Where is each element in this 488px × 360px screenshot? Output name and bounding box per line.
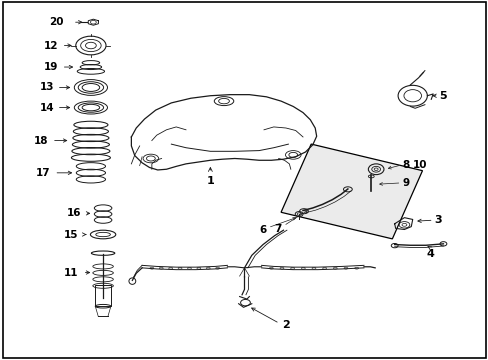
Text: 8: 8 xyxy=(402,160,409,170)
Text: 19: 19 xyxy=(44,62,58,72)
Text: 11: 11 xyxy=(64,267,79,278)
Text: 9: 9 xyxy=(402,178,409,188)
Text: 14: 14 xyxy=(40,103,54,113)
Text: 7: 7 xyxy=(273,224,281,234)
Text: 13: 13 xyxy=(40,82,54,93)
Text: 6: 6 xyxy=(258,225,265,235)
Text: 10: 10 xyxy=(412,160,427,170)
Text: 5: 5 xyxy=(439,91,446,102)
Text: 17: 17 xyxy=(36,168,51,178)
Text: 2: 2 xyxy=(282,320,290,330)
Bar xyxy=(95,285,111,306)
Text: 18: 18 xyxy=(34,136,48,145)
Text: 16: 16 xyxy=(66,208,81,219)
Text: 4: 4 xyxy=(426,249,434,259)
Text: 12: 12 xyxy=(43,41,58,50)
Polygon shape xyxy=(281,144,422,239)
Text: 1: 1 xyxy=(206,176,214,186)
Text: 20: 20 xyxy=(49,17,64,27)
Text: 3: 3 xyxy=(434,215,441,225)
Text: 15: 15 xyxy=(64,230,79,239)
